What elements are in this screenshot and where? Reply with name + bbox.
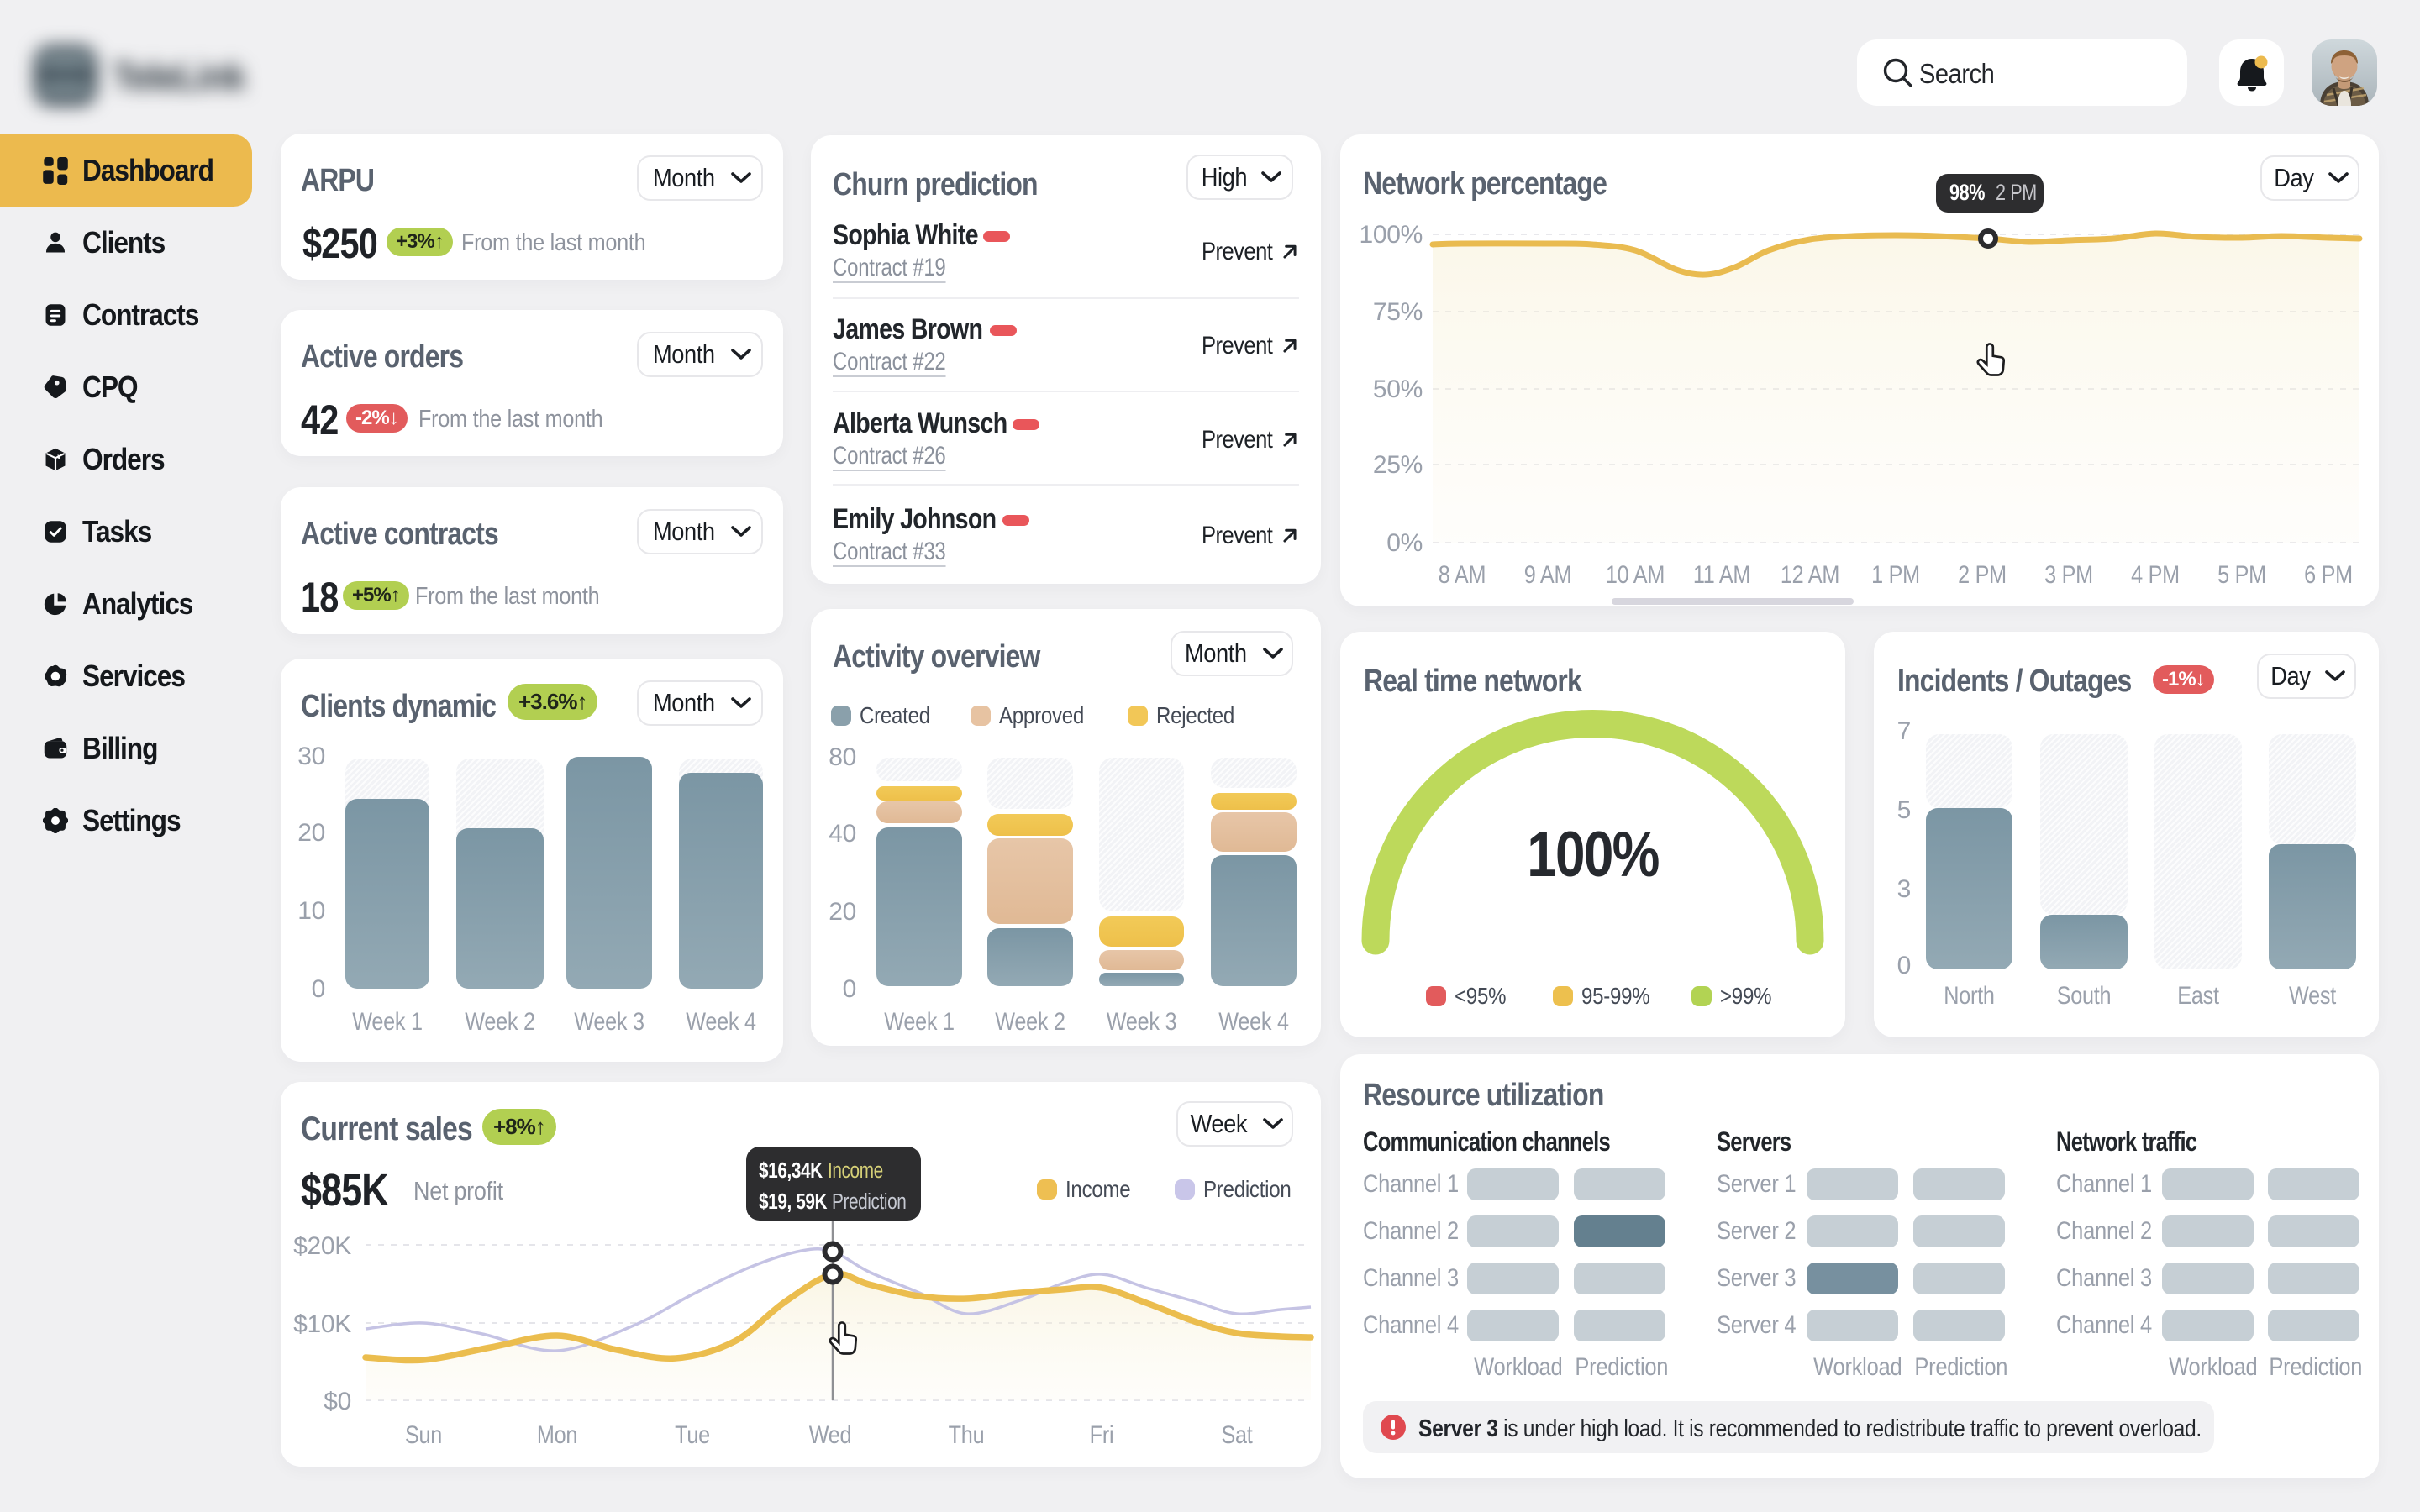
svg-text:98%: 98% — [1949, 181, 1986, 206]
svg-text:Prediction: Prediction — [832, 1189, 906, 1214]
svg-text:$19, 59K: $19, 59K — [759, 1189, 828, 1214]
svg-text:$16,34K: $16,34K — [759, 1158, 823, 1183]
svg-text:2 PM: 2 PM — [1996, 181, 2037, 206]
svg-text:Income: Income — [828, 1158, 883, 1183]
